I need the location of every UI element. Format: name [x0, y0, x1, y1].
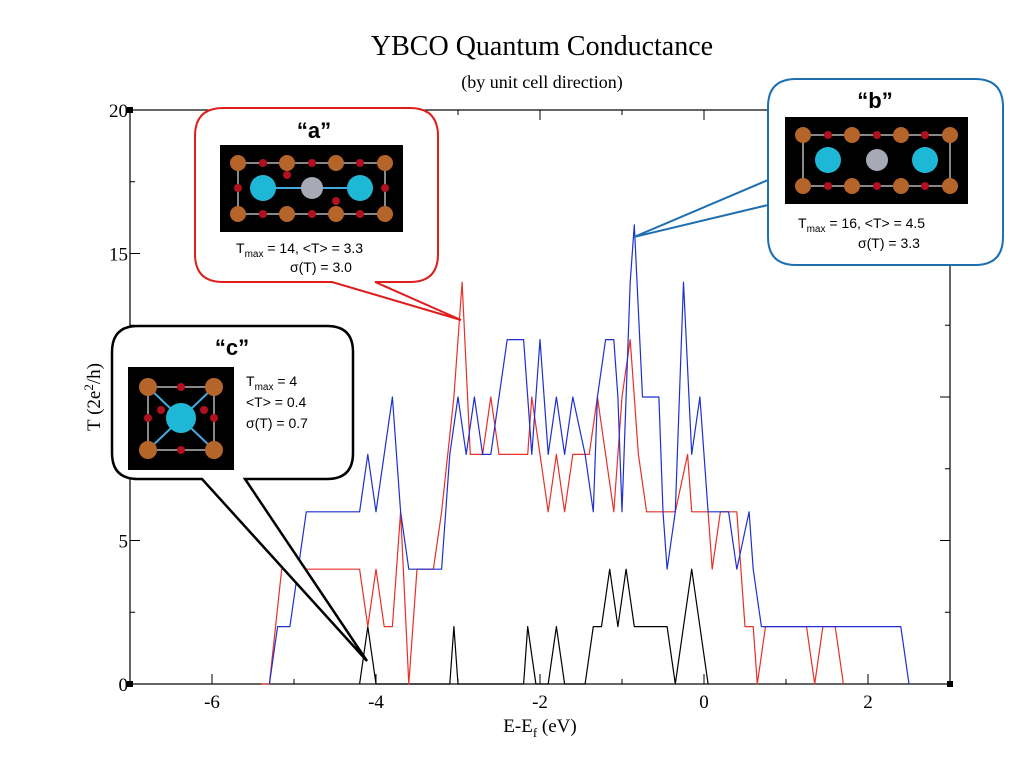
callout-a-title: “a”: [297, 118, 331, 143]
molecule-a-image: [220, 145, 403, 232]
series-line-a: [261, 281, 844, 685]
x-tick-label: -6: [204, 692, 220, 713]
callout-c-sigma: σ(T) = 0.7: [246, 415, 308, 431]
callout-c-avg: <T> = 0.4: [246, 394, 307, 410]
callout-b: “b” Tmax = 16, <T> = 4.5 σ(T) = 3.3: [633, 78, 1004, 266]
callout-b-tmax: Tmax = 16, <T> = 4.5: [798, 215, 925, 235]
series-line-c: [359, 568, 709, 685]
callout-a-tmax: Tmax = 14, <T> = 3.3: [236, 240, 363, 260]
callout-c-tmax: Tmax = 4: [246, 373, 297, 393]
x-tick-label: -2: [532, 692, 548, 713]
callout-a-sigma: σ(T) = 3.0: [290, 259, 352, 275]
callout-c: “c” Tmax = 4 <T> = 0.4 σ(T) = 0.7: [110, 324, 369, 662]
x-tick-label: 0: [699, 692, 709, 713]
y-tick-label: 20: [109, 101, 128, 122]
y-tick-label: 5: [119, 532, 129, 553]
x-axis-ticks: -6 -4 -2 0 2: [129, 110, 951, 713]
chart-title: YBCO Quantum Conductance: [371, 31, 713, 62]
callout-b-sigma: σ(T) = 3.3: [858, 235, 920, 251]
y-tick-label: 15: [109, 245, 128, 266]
molecule-b-image: [785, 117, 968, 204]
x-tick-label: 2: [863, 692, 873, 713]
chart-subtitle: (by unit cell direction): [461, 72, 622, 93]
callout-a: “a” Tmax = 14, <T> = 3.3 σ(T) = 3.0: [194, 107, 462, 321]
callout-b-title: “b”: [857, 88, 892, 113]
molecule-c-image: [128, 367, 234, 470]
series-layer: [261, 224, 910, 685]
y-axis-label: T (2e2/h): [81, 363, 105, 431]
y-tick-label: 0: [119, 675, 129, 696]
series-line-b: [268, 224, 910, 685]
x-axis-label: E-Ef (eV): [503, 716, 576, 740]
callout-c-title: “c”: [215, 335, 249, 360]
x-tick-label: -4: [368, 692, 384, 713]
